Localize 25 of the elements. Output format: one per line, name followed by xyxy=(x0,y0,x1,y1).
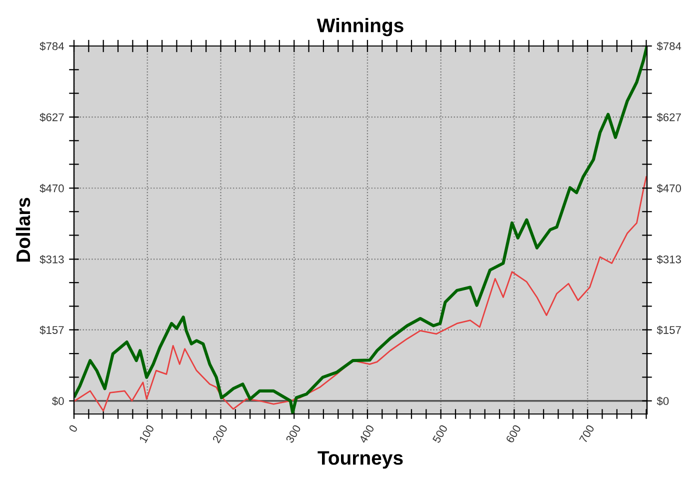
x-tick-label: 300 xyxy=(285,424,302,444)
y2-tick-label: $0 xyxy=(656,396,669,406)
y-tick-label: $157 xyxy=(40,326,64,335)
y-tick-label: $784 xyxy=(40,42,64,51)
x-axis-title: Tourneys xyxy=(318,451,403,469)
chart-title: Winnings xyxy=(316,18,404,36)
y2-tick-label: $784 xyxy=(656,42,682,51)
y-tick-label: $470 xyxy=(40,184,64,193)
y2-tick-label: $627 xyxy=(656,112,681,122)
line-series xyxy=(74,176,647,412)
x-tick-label: 500 xyxy=(432,424,448,444)
x-tick-label: 700 xyxy=(578,424,595,444)
y2-tick-label: $157 xyxy=(656,326,681,335)
y-axis-title: Dollars xyxy=(16,198,30,262)
y-tick-label: $0 xyxy=(52,396,64,406)
x-tick-label: 0 xyxy=(68,424,78,433)
x-tick-label: 200 xyxy=(212,424,228,444)
line-series xyxy=(74,46,647,414)
x-tick-label: 400 xyxy=(358,424,374,444)
x-tick-label: 100 xyxy=(138,424,154,444)
y-tick-label: $627 xyxy=(40,112,64,122)
x-tick-label: 600 xyxy=(506,424,522,444)
y2-tick-label: $470 xyxy=(656,184,682,193)
y-tick-label: $313 xyxy=(40,254,64,264)
y2-tick-label: $313 xyxy=(656,254,681,264)
